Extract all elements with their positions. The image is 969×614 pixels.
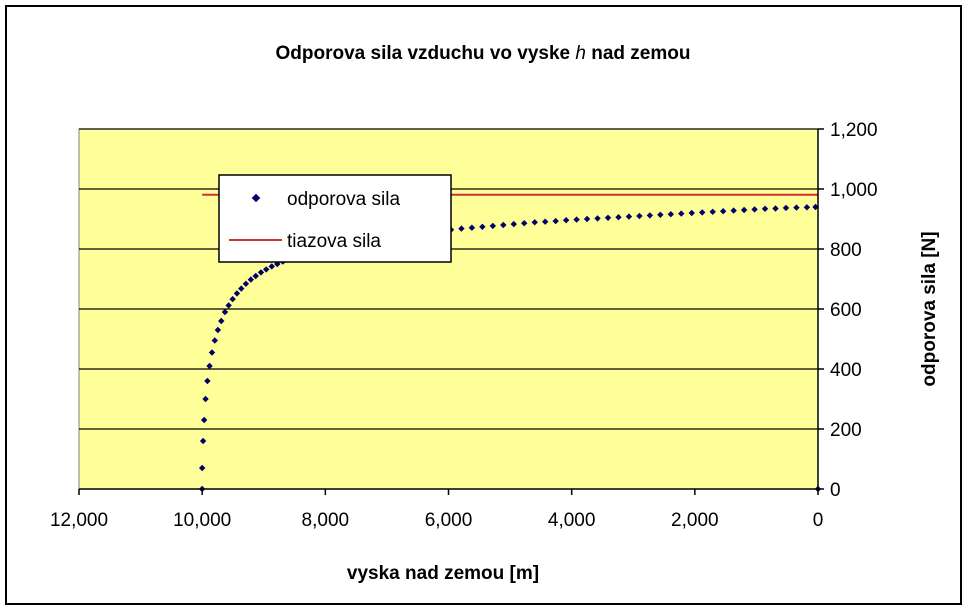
odporova-sila-point xyxy=(541,218,549,225)
odporova-sila-point xyxy=(751,206,758,213)
odporova-sila-point xyxy=(793,204,800,211)
odporova-sila-point xyxy=(221,308,229,316)
odporova-sila-point xyxy=(214,326,222,334)
x-tick-label-10000: 10,000 xyxy=(173,510,231,531)
odporova-sila-point xyxy=(782,204,790,212)
y-tick-label-400: 400 xyxy=(830,360,862,381)
y-axis-title: odporova sila [N] xyxy=(919,231,940,386)
odporova-sila-point xyxy=(257,269,265,276)
y-tick-label-600: 600 xyxy=(830,300,862,321)
odporova-sila-point xyxy=(531,219,538,226)
odporova-sila-point xyxy=(719,208,727,215)
odporova-sila-point xyxy=(636,212,643,220)
odporova-sila-point xyxy=(761,205,769,212)
odporova-sila-point xyxy=(500,221,507,229)
odporova-sila-point xyxy=(646,212,654,219)
odporova-sila-point xyxy=(667,211,675,218)
odporova-sila-point xyxy=(479,223,486,230)
x-tick-label-4000: 4,000 xyxy=(548,510,596,531)
odporova-sila-point xyxy=(268,263,275,270)
odporova-sila-point xyxy=(583,215,591,223)
y-tick-label-0: 0 xyxy=(830,480,841,501)
x-tick-label-0: 0 xyxy=(813,510,824,531)
odporova-sila-point xyxy=(229,295,236,303)
odporova-sila-point xyxy=(604,214,612,221)
odporova-sila-point xyxy=(199,437,207,445)
odporova-sila-point xyxy=(709,208,716,215)
odporova-sila-point xyxy=(252,272,259,280)
odporova-sila-point xyxy=(625,213,633,220)
odporova-sila-point xyxy=(208,349,216,356)
y-tick-label-800: 800 xyxy=(830,240,862,261)
x-axis-title: vyska nad zemou [m] xyxy=(347,563,539,584)
odporova-sila-point xyxy=(657,211,664,218)
odporova-sila-point xyxy=(242,280,250,287)
legend-label-tiazova-sila: tiazova sila xyxy=(287,231,381,252)
odporova-sila-point xyxy=(678,210,685,217)
odporova-sila-point xyxy=(218,317,225,325)
x-tick-labels: 0 2,000 4,000 6,000 8,000 10,000 12,000 xyxy=(50,510,823,531)
chart-frame: Odporova sila vzduchu vo vyske h nad zem… xyxy=(5,5,962,605)
y-tick-label-1200: 1,200 xyxy=(830,120,878,141)
legend-label-odporova-sila: odporova sila xyxy=(287,189,400,210)
odporova-sila-point xyxy=(211,337,218,344)
odporova-sila-point xyxy=(740,206,748,214)
x-tick-label-2000: 2,000 xyxy=(671,510,719,531)
x-tick-label-6000: 6,000 xyxy=(425,510,473,531)
y-tick-labels: 0 200 400 600 800 1,000 1,200 xyxy=(830,120,878,501)
odporova-sila-point xyxy=(730,207,737,214)
chart: Odporova sila vzduchu vo vyske h nad zem… xyxy=(50,43,940,584)
x-tick-label-8000: 8,000 xyxy=(302,510,350,531)
y-tick-label-200: 200 xyxy=(830,420,862,441)
odporova-sila-point xyxy=(247,276,255,283)
odporova-sila-point xyxy=(688,209,695,217)
odporova-sila-point xyxy=(562,217,570,224)
odporova-sila-point xyxy=(468,224,476,231)
odporova-sila-point xyxy=(206,362,213,370)
odporova-sila-point xyxy=(772,205,779,212)
odporova-sila-point xyxy=(552,217,559,225)
y-tick-label-1000: 1,000 xyxy=(830,180,878,201)
odporova-sila-point xyxy=(198,464,206,472)
odporova-sila-point xyxy=(202,395,209,403)
odporova-sila-point xyxy=(812,203,819,211)
odporova-sila-point xyxy=(615,214,622,221)
x-tick-label-12000: 12,000 xyxy=(50,510,108,531)
axes xyxy=(78,128,824,495)
odporova-sila-point xyxy=(803,204,811,211)
odporova-sila-point xyxy=(200,416,208,424)
odporova-sila-point xyxy=(238,285,245,292)
odporova-sila-point xyxy=(204,377,211,385)
legend-marker-icon xyxy=(251,193,261,203)
odporova-sila-point xyxy=(489,222,497,230)
odporova-sila-point xyxy=(225,302,232,309)
odporova-sila-point xyxy=(458,225,465,232)
odporova-sila-point xyxy=(521,220,528,227)
odporova-sila-point xyxy=(594,215,601,222)
chart-title: Odporova sila vzduchu vo vyske h nad zem… xyxy=(276,43,691,64)
legend: odporova sila tiazova sila xyxy=(218,174,452,263)
odporova-sila-point xyxy=(233,290,241,297)
odporova-sila-point xyxy=(699,209,706,216)
odporova-sila-point xyxy=(573,216,580,223)
odporova-sila-point xyxy=(263,266,270,273)
legend-box xyxy=(218,174,452,263)
